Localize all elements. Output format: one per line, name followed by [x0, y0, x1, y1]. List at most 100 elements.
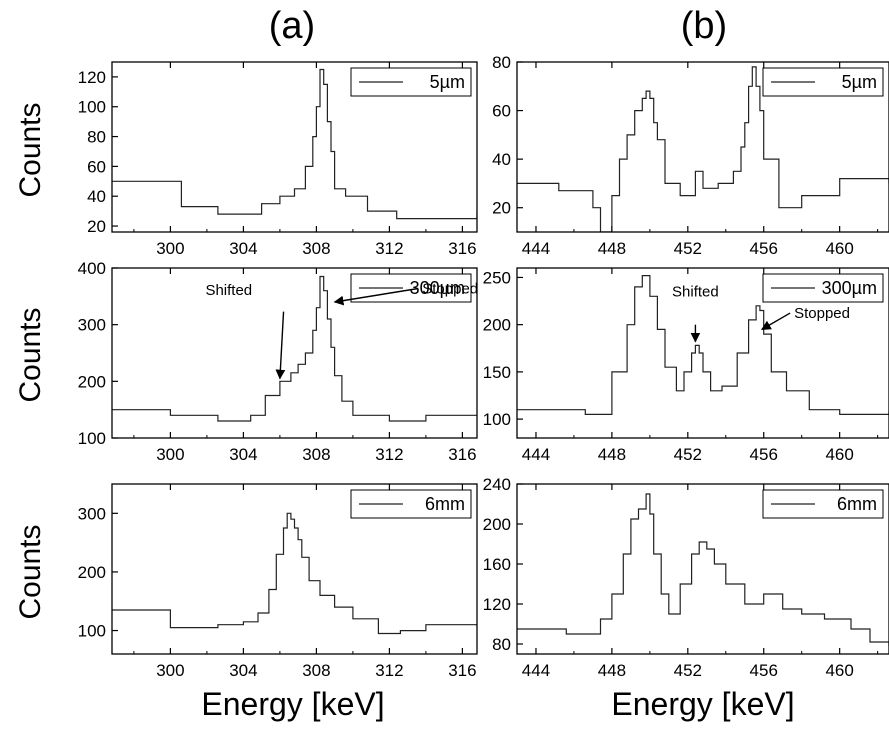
- spectrum-series: [112, 68, 477, 220]
- x-tick-label: 300: [156, 445, 184, 464]
- legend: 300µm: [762, 273, 884, 303]
- y-tick-label: 400: [78, 259, 106, 278]
- y-tick-label: 250: [483, 268, 511, 287]
- x-tick-label: 444: [522, 445, 550, 464]
- spectrum-series: [112, 512, 477, 635]
- x-tick-label: 448: [598, 239, 626, 258]
- x-tick-label: 452: [674, 239, 702, 258]
- plot-frame: [516, 483, 889, 655]
- legend: 6mm: [762, 489, 884, 519]
- y-tick-label: 80: [492, 635, 511, 654]
- y-axis-label-top: Counts: [14, 102, 47, 197]
- column-label-b: (b): [681, 5, 727, 47]
- legend-label: 300µm: [822, 278, 877, 298]
- annotation-stopped: Stopped: [422, 281, 478, 298]
- y-tick-label: 100: [78, 622, 106, 641]
- plot-frame: [111, 483, 478, 655]
- x-tick-label: 304: [229, 445, 257, 464]
- x-tick-label: 308: [302, 445, 330, 464]
- plot-frame: [111, 61, 478, 233]
- y-tick-label: 60: [87, 157, 106, 176]
- x-tick-label: 448: [598, 661, 626, 680]
- x-tick-label: 312: [375, 239, 403, 258]
- x-tick-label: 304: [229, 661, 257, 680]
- annotation-shifted: Shifted: [205, 282, 252, 299]
- y-tick-label: 120: [483, 595, 511, 614]
- legend-label: 6mm: [837, 494, 877, 514]
- y-tick-label: 150: [483, 363, 511, 382]
- y-tick-label: 300: [78, 316, 106, 335]
- legend-label: 300µm: [410, 278, 465, 298]
- x-tick-label: 316: [448, 661, 476, 680]
- panel-a-top: 300 304 308 312 316 20 40 60 80 100 120 5µm: [78, 61, 478, 258]
- x-tick-label: 300: [156, 239, 184, 258]
- y-tick-label: 100: [78, 98, 106, 117]
- y-tick-label: 300: [78, 504, 106, 523]
- x-tick-label: 312: [375, 445, 403, 464]
- panel-b-middle: 444 448 452 456 460 100 150 200 250 300µm Shifted S…: [483, 267, 889, 464]
- annotation-shifted: Shifted: [672, 283, 719, 300]
- panel-a-middle: 300 304 308 312 316 100 200 300 400 300µm Shifted S…: [78, 259, 479, 464]
- legend: 6mm: [350, 489, 472, 519]
- panel-b-bottom: 444 448 452 456 460 80 120 160 200 240 6mm: [483, 475, 889, 680]
- x-tick-label: 460: [825, 661, 853, 680]
- x-tick-label: 460: [825, 239, 853, 258]
- y-tick-label: 20: [87, 217, 106, 236]
- y-tick-label: 240: [483, 475, 511, 494]
- x-tick-label: 456: [750, 239, 778, 258]
- x-tick-label: 308: [302, 661, 330, 680]
- x-tick-label: 312: [375, 661, 403, 680]
- y-tick-label: 200: [78, 372, 106, 391]
- panel-b-top: 444 448 452 456 460 20 40 60 80 5µm: [492, 53, 889, 258]
- y-tick-label: 80: [492, 53, 511, 72]
- x-tick-label: 452: [674, 445, 702, 464]
- y-tick-label: 100: [483, 410, 511, 429]
- annotation-arrow: [275, 311, 286, 380]
- y-axis-label-middle: Counts: [14, 307, 47, 402]
- plot-frame: [516, 267, 889, 439]
- x-tick-label: 456: [750, 661, 778, 680]
- y-tick-label: 80: [87, 128, 106, 147]
- y-tick-label: 120: [78, 68, 106, 87]
- annotation-stopped: Stopped: [794, 305, 850, 322]
- y-tick-label: 200: [483, 316, 511, 335]
- x-tick-label: 448: [598, 445, 626, 464]
- plot-frame: [516, 61, 889, 233]
- panel-a-bottom: 300 304 308 312 316 100 200 300 6mm: [78, 483, 478, 680]
- x-tick-label: 300: [156, 661, 184, 680]
- x-tick-label: 308: [302, 239, 330, 258]
- x-tick-label: 456: [750, 445, 778, 464]
- annotation-arrow: [760, 312, 791, 330]
- x-tick-label: 452: [674, 661, 702, 680]
- legend-label: 6mm: [425, 494, 465, 514]
- chart-panels: 300 304 308 312 316 20 40 60 80 100 120 5µm 444 448 45…: [78, 53, 889, 680]
- x-tick-label: 316: [448, 239, 476, 258]
- y-tick-label: 200: [78, 563, 106, 582]
- y-tick-label: 40: [87, 187, 106, 206]
- spectrum-series: [517, 493, 889, 646]
- legend: 5µm: [350, 67, 472, 97]
- x-tick-label: 304: [229, 239, 257, 258]
- y-axis-label-bottom: Counts: [14, 524, 47, 619]
- spectrum-series: [517, 275, 889, 415]
- y-tick-label: 200: [483, 515, 511, 534]
- spectrum-series: [517, 66, 889, 232]
- x-axis-label-b: Energy [keV]: [611, 686, 794, 722]
- x-tick-label: 460: [825, 445, 853, 464]
- x-tick-label: 316: [448, 445, 476, 464]
- x-tick-label: 444: [522, 661, 550, 680]
- legend-label: 5µm: [430, 72, 465, 92]
- y-tick-label: 20: [492, 199, 511, 218]
- plot-frame: [111, 267, 478, 439]
- y-tick-label: 60: [492, 102, 511, 121]
- legend: 300µm: [350, 273, 472, 303]
- y-tick-label: 100: [78, 429, 106, 448]
- x-tick-label: 444: [522, 239, 550, 258]
- spectrum-series: [112, 275, 477, 422]
- legend-label: 5µm: [842, 72, 877, 92]
- x-axis-label-a: Energy [keV]: [201, 686, 384, 722]
- y-tick-label: 40: [492, 150, 511, 169]
- y-tick-label: 160: [483, 555, 511, 574]
- annotation-arrow: [333, 287, 419, 306]
